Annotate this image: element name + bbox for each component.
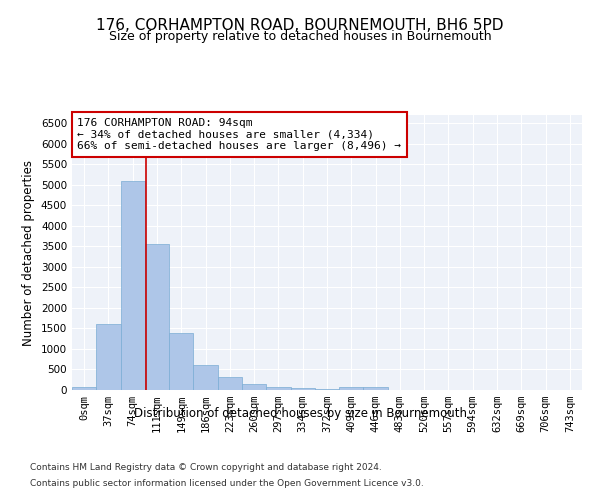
Bar	[96, 324, 121, 390]
Bar	[145, 244, 169, 390]
Bar	[72, 387, 96, 390]
Text: Size of property relative to detached houses in Bournemouth: Size of property relative to detached ho…	[109, 30, 491, 43]
Bar	[242, 384, 266, 390]
Text: Contains HM Land Registry data © Crown copyright and database right 2024.: Contains HM Land Registry data © Crown c…	[30, 462, 382, 471]
Text: Contains public sector information licensed under the Open Government Licence v3: Contains public sector information licen…	[30, 479, 424, 488]
Bar	[121, 182, 145, 390]
Bar	[266, 386, 290, 390]
Bar	[218, 378, 242, 390]
Y-axis label: Number of detached properties: Number of detached properties	[22, 160, 35, 346]
Bar	[339, 388, 364, 390]
Text: 176, CORHAMPTON ROAD, BOURNEMOUTH, BH6 5PD: 176, CORHAMPTON ROAD, BOURNEMOUTH, BH6 5…	[96, 18, 504, 32]
Bar	[290, 388, 315, 390]
Bar	[364, 388, 388, 390]
Bar	[169, 332, 193, 390]
Text: Distribution of detached houses by size in Bournemouth: Distribution of detached houses by size …	[133, 408, 467, 420]
Text: 176 CORHAMPTON ROAD: 94sqm
← 34% of detached houses are smaller (4,334)
66% of s: 176 CORHAMPTON ROAD: 94sqm ← 34% of deta…	[77, 118, 401, 151]
Bar	[315, 389, 339, 390]
Bar	[193, 365, 218, 390]
